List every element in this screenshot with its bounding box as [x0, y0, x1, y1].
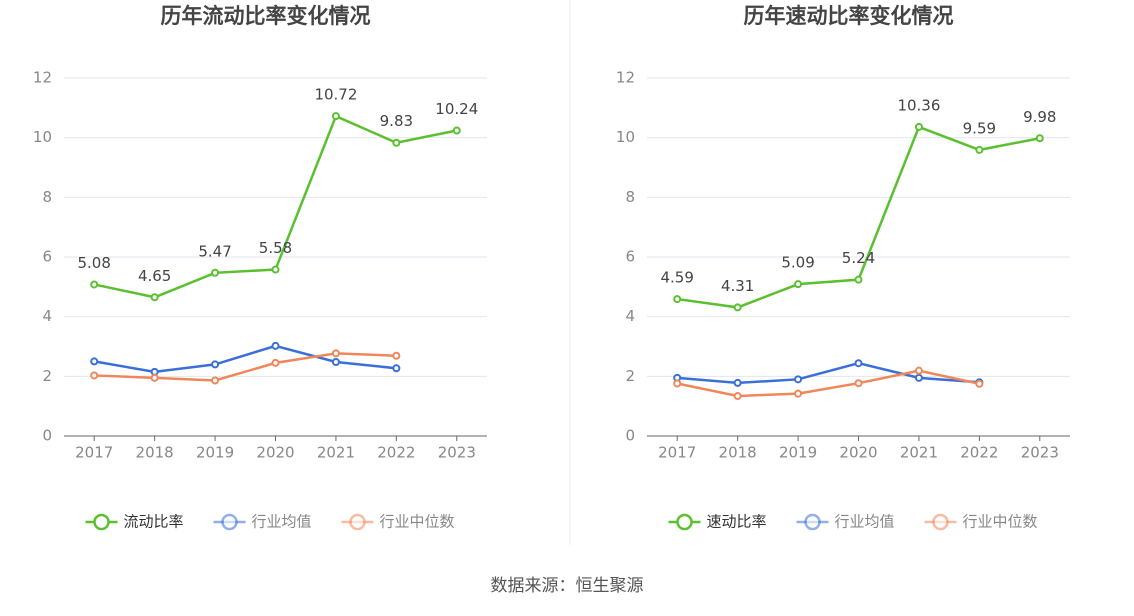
- point: [392, 351, 401, 360]
- x-tick-label: 2018: [136, 444, 174, 462]
- data-label: 5.24: [842, 249, 875, 267]
- data-label: 10.72: [314, 86, 357, 104]
- x-tick-label: 2021: [900, 444, 938, 462]
- data-label: 4.59: [661, 269, 694, 287]
- point: [854, 379, 863, 388]
- data-label: 4.65: [138, 267, 171, 285]
- x-tick-label: 2020: [839, 444, 877, 462]
- data-label: 10.36: [897, 96, 940, 114]
- point: [392, 364, 401, 373]
- y-tick-label: 4: [625, 307, 635, 325]
- point: [271, 265, 280, 274]
- point: [914, 373, 923, 382]
- y-tick-label: 12: [33, 69, 52, 87]
- point: [331, 358, 340, 367]
- point: [914, 122, 923, 131]
- x-tick-label: 2017: [658, 444, 696, 462]
- data-label: 5.08: [78, 254, 111, 272]
- y-tick-label: 6: [625, 248, 635, 266]
- x-tick-label: 2022: [960, 444, 998, 462]
- legend-marker: [676, 513, 693, 531]
- legend-label: 行业中位数: [963, 513, 1038, 531]
- y-tick-label: 8: [42, 188, 52, 206]
- data-label: 5.47: [198, 242, 231, 260]
- point: [211, 268, 220, 277]
- point: [271, 341, 280, 350]
- data-label: 9.59: [963, 119, 996, 137]
- point: [794, 389, 803, 398]
- series-line: [94, 352, 397, 382]
- point: [854, 359, 863, 368]
- data-label: 10.24: [435, 100, 478, 118]
- y-tick-label: 10: [33, 128, 52, 146]
- point: [211, 360, 220, 369]
- x-tick-label: 2023: [1021, 444, 1059, 462]
- point: [150, 373, 159, 382]
- y-tick-label: 2: [42, 367, 52, 385]
- legend-marker: [349, 513, 366, 531]
- point: [392, 138, 401, 147]
- point: [975, 145, 984, 154]
- data-label: 5.58: [259, 239, 292, 257]
- point: [854, 275, 863, 284]
- legend-marker: [221, 513, 238, 531]
- data-label: 9.98: [1023, 108, 1056, 126]
- point: [733, 392, 742, 401]
- point: [733, 303, 742, 312]
- legend-label: 行业均值: [252, 513, 312, 531]
- legend-marker: [804, 513, 821, 531]
- point: [794, 280, 803, 289]
- y-tick-label: 0: [625, 427, 635, 445]
- data-label: 4.31: [721, 277, 754, 295]
- chart-title: 历年速动比率变化情况: [744, 4, 954, 28]
- y-tick-label: 2: [625, 367, 635, 385]
- chart-title: 历年流动比率变化情况: [161, 4, 371, 28]
- point: [331, 112, 340, 121]
- point: [150, 293, 159, 302]
- x-tick-label: 2020: [256, 444, 294, 462]
- x-tick-label: 2017: [75, 444, 113, 462]
- chart: 历年速动比率变化情况 0 2 4 6 8 10 12 2017 2018 2019 2020 2021 2…: [616, 4, 1070, 531]
- y-tick-label: 10: [616, 128, 635, 146]
- x-tick-label: 2021: [317, 444, 355, 462]
- point: [975, 379, 984, 388]
- legend-label: 行业均值: [835, 513, 895, 531]
- point: [914, 366, 923, 375]
- point: [794, 375, 803, 384]
- point: [331, 349, 340, 358]
- legend-marker: [93, 513, 110, 531]
- point: [452, 126, 461, 135]
- y-tick-label: 8: [625, 188, 635, 206]
- data-label: 9.83: [380, 112, 413, 130]
- y-tick-label: 0: [42, 427, 52, 445]
- x-tick-label: 2018: [719, 444, 757, 462]
- legend-label: 速动比率: [707, 513, 767, 531]
- point: [673, 379, 682, 388]
- point: [1035, 134, 1044, 143]
- point: [211, 376, 220, 385]
- legend-label: 流动比率: [124, 513, 184, 531]
- point: [90, 371, 99, 380]
- x-tick-label: 2019: [779, 444, 817, 462]
- point: [733, 378, 742, 387]
- legend-marker: [932, 513, 949, 531]
- series-line: [677, 361, 980, 385]
- series-line: [676, 369, 980, 398]
- point: [90, 280, 99, 289]
- x-tick-label: 2023: [438, 444, 476, 462]
- series-line: [94, 344, 397, 374]
- point: [673, 295, 682, 304]
- x-tick-label: 2022: [377, 444, 415, 462]
- data-label: 5.09: [781, 254, 814, 272]
- source-note: 数据来源：恒生聚源: [491, 576, 644, 596]
- y-tick-label: 12: [616, 69, 635, 87]
- point: [271, 358, 280, 367]
- x-tick-label: 2019: [196, 444, 234, 462]
- y-tick-label: 4: [42, 307, 52, 325]
- chart: 历年流动比率变化情况 0 2 4 6 8 10 12 2017 2018 2019 2020 2021 2…: [33, 4, 487, 531]
- legend-label: 行业中位数: [380, 513, 455, 531]
- y-tick-label: 6: [42, 248, 52, 266]
- point: [90, 357, 99, 366]
